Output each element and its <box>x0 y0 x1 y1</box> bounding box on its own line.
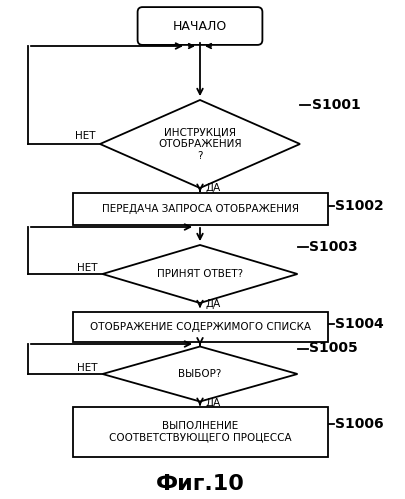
Text: ПРИНЯТ ОТВЕТ?: ПРИНЯТ ОТВЕТ? <box>157 269 243 279</box>
Polygon shape <box>102 346 298 402</box>
Polygon shape <box>100 100 300 188</box>
Text: НЕТ: НЕТ <box>77 363 98 373</box>
Text: S1005: S1005 <box>309 341 358 355</box>
Text: S1001: S1001 <box>312 98 361 112</box>
Bar <box>72 407 328 457</box>
Text: ДА: ДА <box>205 398 220 408</box>
Text: S1006: S1006 <box>335 417 384 431</box>
Text: НЕТ: НЕТ <box>77 263 98 273</box>
Text: S1003: S1003 <box>309 240 358 254</box>
Text: ДА: ДА <box>205 183 220 193</box>
Bar <box>72 312 328 342</box>
Bar <box>72 193 328 225</box>
Text: Фиг.10: Фиг.10 <box>156 474 245 494</box>
Text: ВЫБОР?: ВЫБОР? <box>178 369 222 379</box>
Text: ДА: ДА <box>205 299 220 309</box>
FancyBboxPatch shape <box>138 7 262 45</box>
Text: ПЕРЕДАЧА ЗАПРОСА ОТОБРАЖЕНИЯ: ПЕРЕДАЧА ЗАПРОСА ОТОБРАЖЕНИЯ <box>102 204 298 214</box>
Polygon shape <box>102 245 298 303</box>
Text: НАЧАЛО: НАЧАЛО <box>173 19 227 32</box>
Text: S1004: S1004 <box>335 317 384 331</box>
Text: НЕТ: НЕТ <box>75 131 95 141</box>
Text: ОТОБРАЖЕНИЕ СОДЕРЖИМОГО СПИСКА: ОТОБРАЖЕНИЕ СОДЕРЖИМОГО СПИСКА <box>90 322 311 332</box>
Text: ВЫПОЛНЕНИЕ
СООТВЕТСТВУЮЩЕГО ПРОЦЕССА: ВЫПОЛНЕНИЕ СООТВЕТСТВУЮЩЕГО ПРОЦЕССА <box>109 421 291 443</box>
Text: S1002: S1002 <box>335 199 384 213</box>
Text: ИНСТРУКЦИЯ
ОТОБРАЖЕНИЯ
?: ИНСТРУКЦИЯ ОТОБРАЖЕНИЯ ? <box>158 127 242 161</box>
